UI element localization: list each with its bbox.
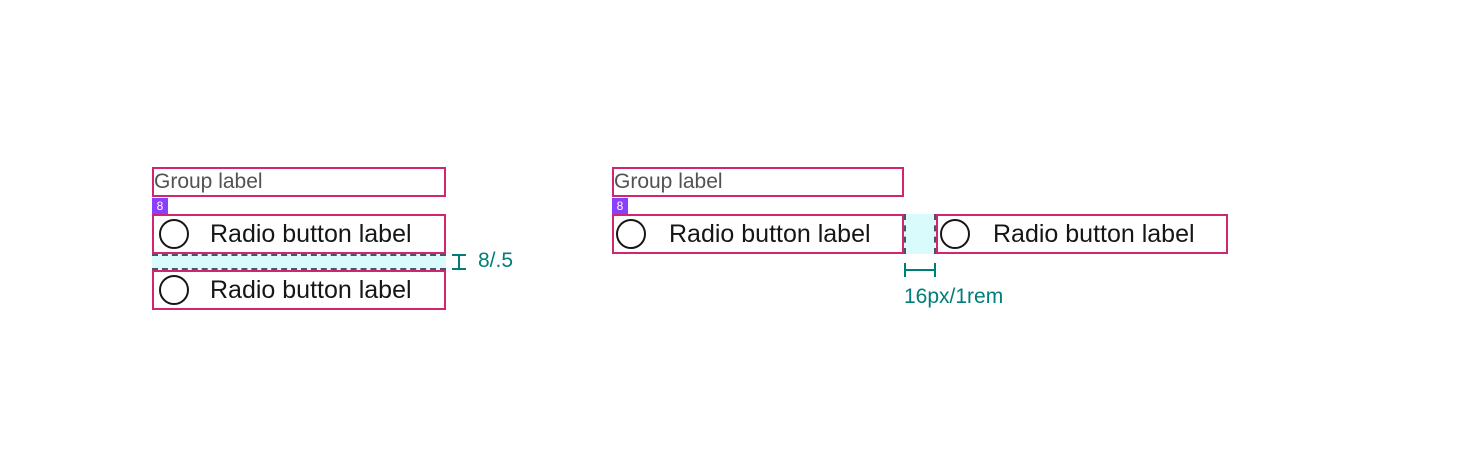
radio-option[interactable]: Radio button label — [612, 214, 904, 254]
radio-circle-icon[interactable] — [159, 219, 189, 249]
spacing-badge: 8 — [612, 198, 628, 214]
radio-option[interactable]: Radio button label — [152, 270, 446, 310]
radio-circle-icon[interactable] — [616, 219, 646, 249]
radio-option[interactable]: Radio button label — [936, 214, 1228, 254]
radio-option-label: Radio button label — [669, 220, 871, 248]
radio-option-label: Radio button label — [210, 276, 412, 304]
radio-option[interactable]: Radio button label — [152, 214, 446, 254]
vertical-gap-spacer — [152, 254, 446, 270]
group-label-text: Group label — [154, 170, 263, 193]
radio-option-label: Radio button label — [993, 220, 1195, 248]
horizontal-gap-measurement: 16px/1rem — [904, 285, 1004, 308]
vertical-gap-measurement: 8/.5 — [478, 249, 514, 272]
radio-circle-icon[interactable] — [159, 275, 189, 305]
vertical-gap-bracket-icon — [452, 254, 466, 270]
group-label-text: Group label — [614, 170, 723, 193]
spacing-badge: 8 — [152, 198, 168, 214]
horizontal-gap-bracket-icon — [904, 263, 936, 277]
radio-option-label: Radio button label — [210, 220, 412, 248]
radio-circle-icon[interactable] — [940, 219, 970, 249]
horizontal-gap-spacer — [904, 214, 936, 254]
group-label: Group label — [612, 167, 904, 197]
group-label: Group label — [152, 167, 446, 197]
